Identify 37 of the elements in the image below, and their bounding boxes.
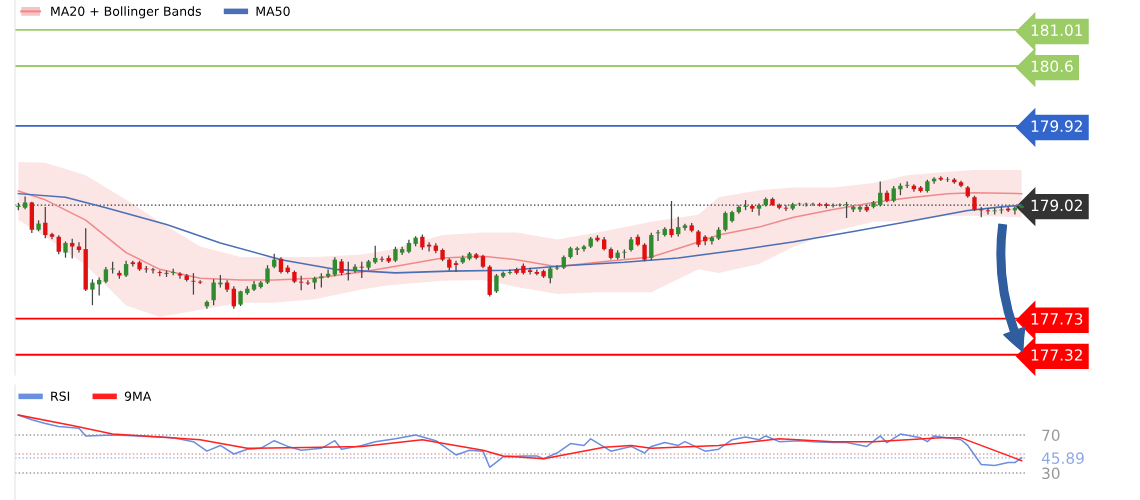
legend-label: MA50 (256, 6, 290, 16)
candlestick (177, 272, 183, 279)
y-tick-label: 70 (1042, 429, 1060, 442)
candlestick (655, 230, 661, 241)
y-tick-label: 180.6 (1031, 60, 1073, 73)
candlestick (676, 216, 681, 237)
candlestick (581, 244, 587, 252)
candlestick (649, 232, 654, 261)
y-tick-label: 177.32 (1031, 349, 1082, 361)
candlestick (857, 205, 863, 212)
candlestick (150, 267, 156, 274)
candlestick (507, 269, 513, 275)
legend-label: RSI (51, 391, 70, 401)
candlestick (191, 273, 196, 295)
candlestick (453, 260, 459, 272)
legend-label: 9MA (124, 391, 152, 401)
candlestick (985, 208, 991, 215)
candlestick (211, 279, 216, 306)
candlestick (90, 279, 95, 306)
y-tick-label: 179.92 (1031, 120, 1082, 132)
y-tick-label: 179.02 (1031, 199, 1082, 212)
candlestick (723, 211, 728, 232)
y-tick-label: 45.89 (1041, 452, 1084, 464)
y-tick-label: 177.73 (1031, 313, 1083, 325)
candlestick (756, 203, 762, 216)
candlestick (817, 202, 822, 207)
candlestick (379, 256, 385, 263)
y-tick-label: 181.01 (1031, 24, 1083, 36)
candlestick (622, 249, 627, 259)
y-tick-label: 30 (1042, 467, 1060, 480)
candlestick (76, 242, 82, 253)
candlestick (783, 205, 789, 212)
candlestick (830, 203, 836, 208)
candlestick (197, 280, 203, 285)
candlestick (527, 267, 533, 275)
candlestick (669, 200, 674, 238)
legend-label: MA20 + Bollinger Bands (51, 6, 201, 19)
